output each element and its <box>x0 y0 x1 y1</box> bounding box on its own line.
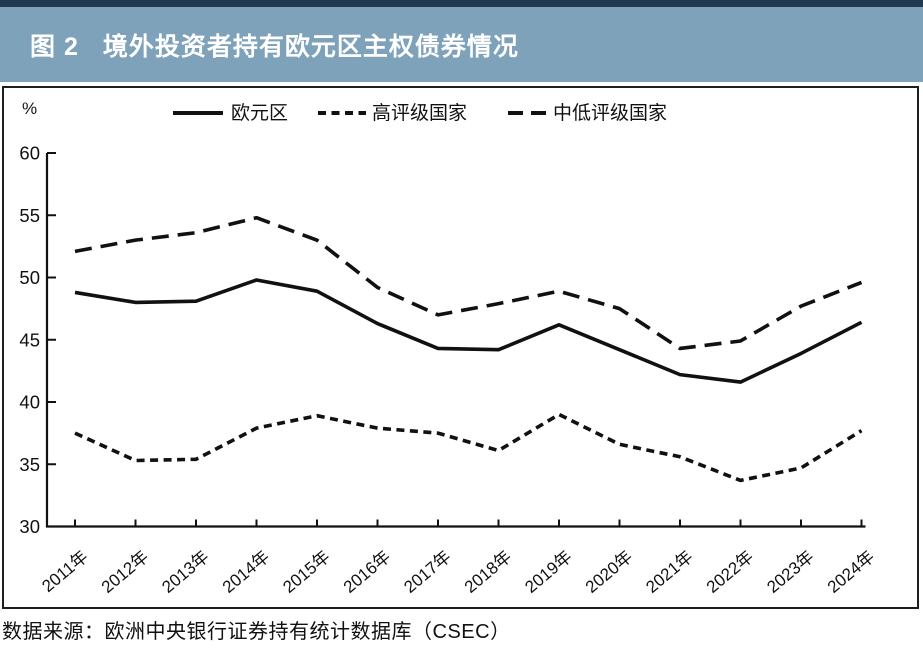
legend-label-mid-low-rated: 中低评级国家 <box>553 103 668 124</box>
series-line-dotted <box>74 412 863 483</box>
series-line-solid <box>74 278 863 384</box>
x-axis-tick-label: 2021年 <box>642 547 696 597</box>
legend-swatch-dashed-line <box>508 111 546 115</box>
y-axis-tick-label: 45 <box>19 329 40 350</box>
y-axis-tick-label: 55 <box>19 205 40 226</box>
legend-swatch-solid-line <box>173 111 223 115</box>
x-axis-tick-label: 2014年 <box>219 547 273 597</box>
x-axis-tick-label: 2020年 <box>582 547 636 597</box>
y-axis-tick-label: 60 <box>19 143 40 164</box>
y-axis-tick-label: 50 <box>19 267 40 288</box>
source-note: 数据来源：欧洲中央银行证券持有统计数据库（CSEC） <box>2 621 511 643</box>
x-axis-tick-label: 2024年 <box>824 547 878 597</box>
x-axis-tick-label: 2017年 <box>400 547 454 597</box>
x-axis-tick-label: 2013年 <box>158 547 212 597</box>
legend-swatch-dotted-line <box>318 111 366 115</box>
x-axis-tick-label: 2023年 <box>763 547 817 597</box>
x-axis-tick-label: 2018年 <box>461 547 515 597</box>
chart-panel: % 欧元区 高评级国家 中低评级国家 60 55 50 45 40 35 30 2011年 20… <box>2 86 919 609</box>
x-axis-tick-label: 2019年 <box>521 547 575 597</box>
legend-label-high-rated: 高评级国家 <box>372 103 468 124</box>
chart-title: 境外投资者持有欧元区主权债券情况 <box>102 32 519 61</box>
legend-label-eurozone: 欧元区 <box>231 103 289 124</box>
x-axis-tick-label: 2012年 <box>98 547 152 597</box>
y-axis-unit-label: % <box>22 99 38 118</box>
y-axis-tick-label: 30 <box>19 516 40 537</box>
x-axis-tick-label: 2022年 <box>703 547 757 597</box>
x-axis-tick-label: 2015年 <box>279 547 333 597</box>
y-axis-tick-label: 40 <box>19 392 40 413</box>
series-line-dashed <box>74 215 863 351</box>
title-bar: 图 2 境外投资者持有欧元区主权债券情况 <box>0 0 923 82</box>
y-axis-tick-label: 35 <box>19 454 40 475</box>
figure-label: 图 2 <box>30 32 79 61</box>
x-axis-tick-label: 2016年 <box>340 547 394 597</box>
x-axis-tick-label: 2011年 <box>38 547 91 596</box>
